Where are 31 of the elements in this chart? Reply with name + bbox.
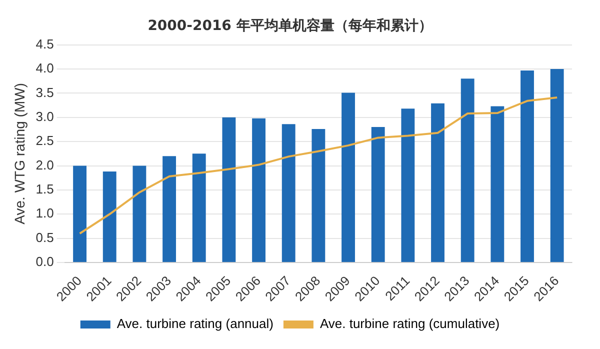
bar <box>490 106 504 262</box>
y-tick-label: 1.0 <box>36 206 54 221</box>
bar <box>431 103 444 262</box>
y-tick-label: 3.5 <box>36 84 54 100</box>
bar <box>102 172 116 262</box>
bar <box>282 124 296 262</box>
bar <box>550 68 564 262</box>
bar <box>162 156 176 262</box>
bar <box>371 127 385 262</box>
y-tick-label: 4.0 <box>36 60 54 76</box>
bar <box>73 166 86 262</box>
y-tick-label: 2.5 <box>36 133 54 148</box>
bar <box>342 92 355 262</box>
bar <box>252 118 266 262</box>
y-tick-label: 2.0 <box>36 157 54 172</box>
bar <box>132 166 146 262</box>
y-axis-title: Ave. WTG rating (MW) <box>11 83 28 224</box>
bar <box>192 154 206 262</box>
chart-title: 2000-2016 年平均单机容量（每年和累计） <box>148 17 432 34</box>
bar <box>312 128 326 262</box>
bar <box>460 78 474 262</box>
legend-label: Ave. turbine rating (cumulative) <box>320 316 500 332</box>
y-tick-label: 4.5 <box>36 36 54 52</box>
bar <box>222 117 236 262</box>
legend-label: Ave. turbine rating (annual) <box>116 316 274 332</box>
y-tick-label: 0.0 <box>36 254 54 270</box>
y-tick-label: 3.0 <box>36 108 54 124</box>
bar <box>401 108 415 262</box>
bar <box>520 70 534 262</box>
y-tick-label: 0.5 <box>36 230 54 245</box>
y-tick-label: 1.5 <box>36 182 54 197</box>
